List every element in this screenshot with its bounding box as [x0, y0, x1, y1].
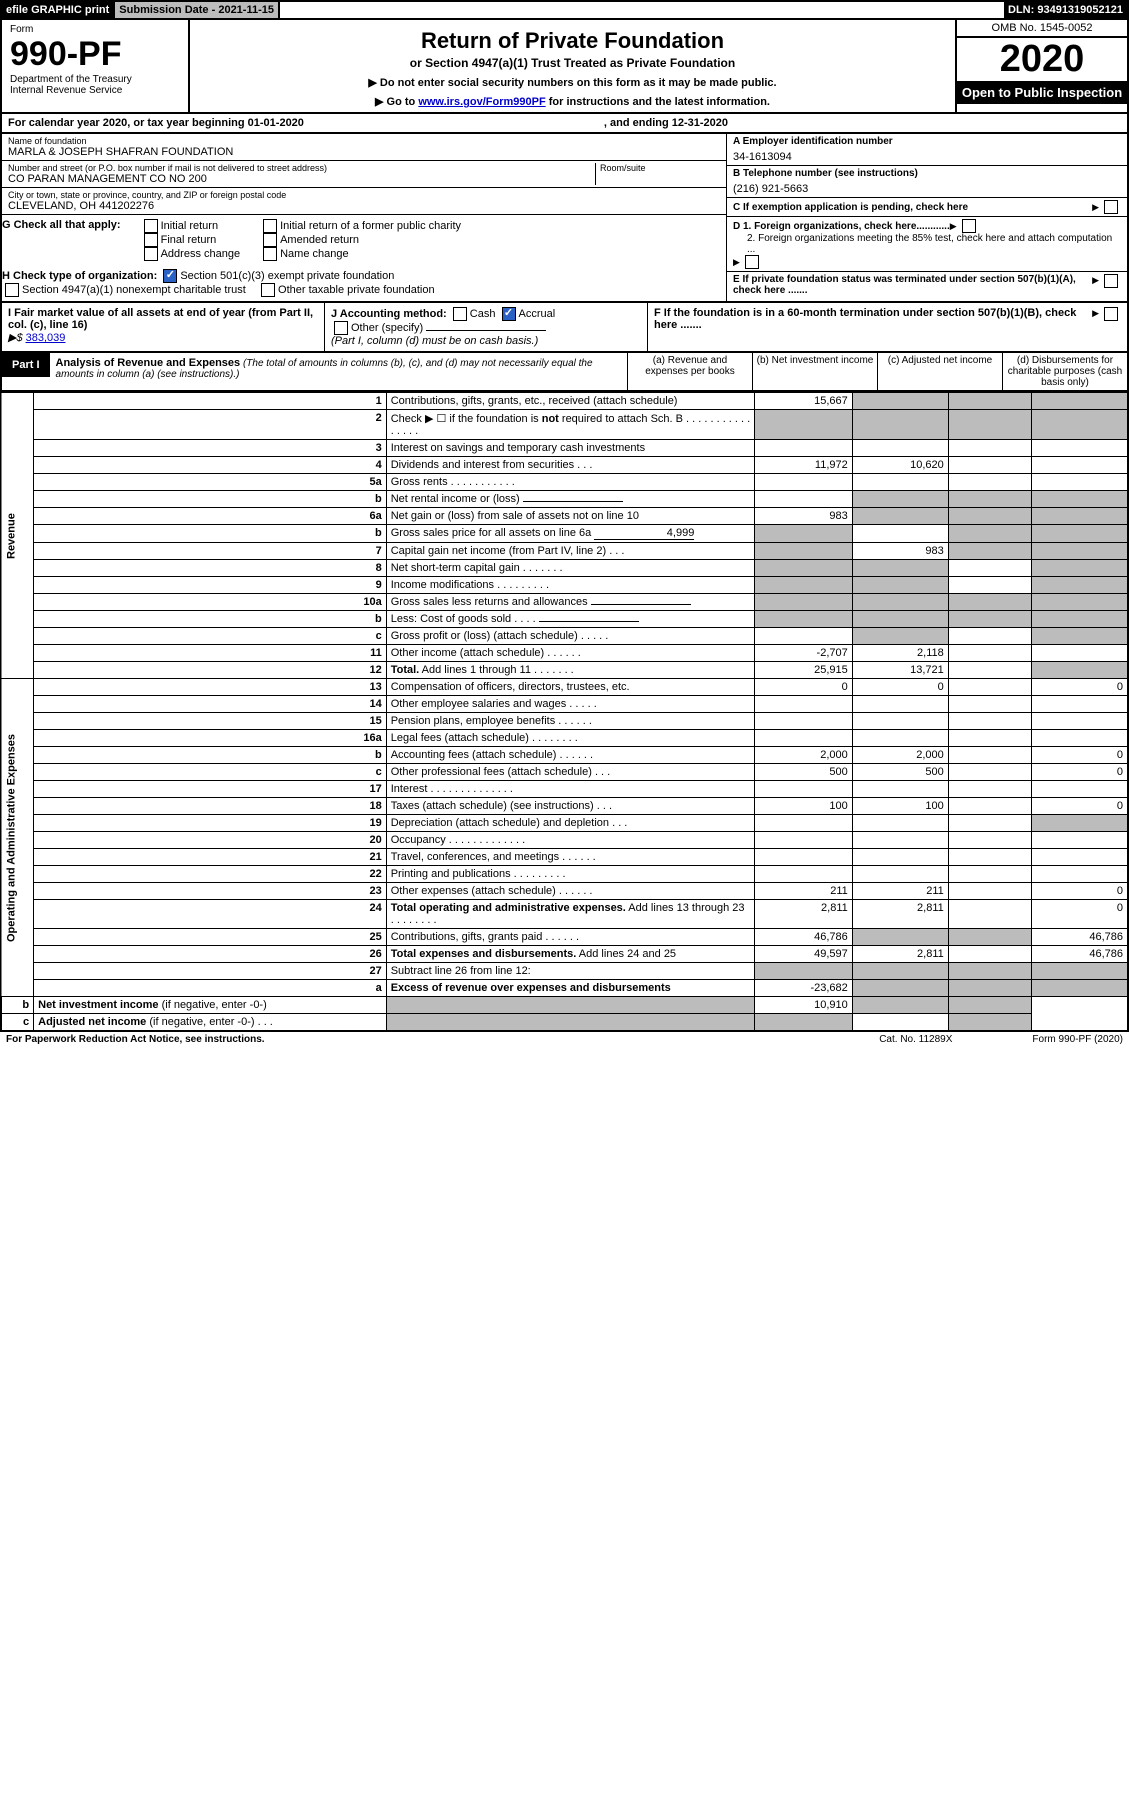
- table-row: 5aGross rents . . . . . . . . . . .: [1, 474, 1128, 491]
- identification-block: Name of foundation MARLA & JOSEPH SHAFRA…: [0, 134, 1129, 303]
- calendar-year-row: For calendar year 2020, or tax year begi…: [0, 114, 1129, 134]
- checkbox-cash[interactable]: [453, 307, 467, 321]
- table-row: 3Interest on savings and temporary cash …: [1, 440, 1128, 457]
- form-number: 990-PF: [10, 35, 180, 74]
- note-ssn: ▶ Do not enter social security numbers o…: [198, 76, 947, 89]
- checkbox-address[interactable]: [144, 247, 158, 261]
- part1-table: Revenue1Contributions, gifts, grants, et…: [0, 392, 1129, 1032]
- table-row: 9Income modifications . . . . . . . . .: [1, 577, 1128, 594]
- table-row: Operating and Administrative Expenses13C…: [1, 679, 1128, 696]
- table-row: 25Contributions, gifts, grants paid . . …: [1, 929, 1128, 946]
- table-row: 26Total expenses and disbursements. Add …: [1, 946, 1128, 963]
- table-row: 27Subtract line 26 from line 12:: [1, 963, 1128, 980]
- checkbox-amended[interactable]: [263, 233, 277, 247]
- table-row: 21Travel, conferences, and meetings . . …: [1, 849, 1128, 866]
- table-row: 7Capital gain net income (from Part IV, …: [1, 543, 1128, 560]
- address-cell: Number and street (or P.O. box number if…: [2, 161, 726, 188]
- topbar: efile GRAPHIC print Submission Date - 20…: [0, 0, 1129, 20]
- city-cell: City or town, state or province, country…: [2, 188, 726, 215]
- checkbox-c[interactable]: [1104, 200, 1118, 214]
- checkbox-final[interactable]: [144, 233, 158, 247]
- table-row: Revenue1Contributions, gifts, grants, et…: [1, 393, 1128, 410]
- j-section: J Accounting method: Cash Accrual Other …: [325, 303, 648, 351]
- foundation-name-cell: Name of foundation MARLA & JOSEPH SHAFRA…: [2, 134, 726, 161]
- h-section: H Check type of organization: Section 50…: [2, 265, 726, 301]
- table-row: bNet investment income (if negative, ent…: [1, 997, 1128, 1014]
- table-row: 17Interest . . . . . . . . . . . . . .: [1, 781, 1128, 798]
- table-row: 22Printing and publications . . . . . . …: [1, 866, 1128, 883]
- col-b: (b) Net investment income: [752, 353, 877, 390]
- col-d: (d) Disbursements for charitable purpose…: [1002, 353, 1127, 390]
- g-section: G Check all that apply: Initial return F…: [2, 215, 726, 265]
- table-row: 19Depreciation (attach schedule) and dep…: [1, 815, 1128, 832]
- checkbox-d2[interactable]: [745, 255, 759, 269]
- checkbox-e[interactable]: [1104, 274, 1118, 288]
- table-row: 15Pension plans, employee benefits . . .…: [1, 713, 1128, 730]
- checkbox-initial-former[interactable]: [263, 219, 277, 233]
- form-subtitle: or Section 4947(a)(1) Trust Treated as P…: [198, 56, 947, 70]
- table-row: cOther professional fees (attach schedul…: [1, 764, 1128, 781]
- part1-tab: Part I: [2, 353, 50, 377]
- i-section: I Fair market value of all assets at end…: [2, 303, 325, 351]
- table-row: 8Net short-term capital gain . . . . . .…: [1, 560, 1128, 577]
- submission-date: Submission Date - 2021-11-15: [115, 2, 280, 18]
- table-row: 2Check ▶ ☐ if the foundation is not requ…: [1, 410, 1128, 440]
- omb-number: OMB No. 1545-0052: [957, 20, 1127, 38]
- footer: For Paperwork Reduction Act Notice, see …: [0, 1032, 1129, 1047]
- table-row: 16aLegal fees (attach schedule) . . . . …: [1, 730, 1128, 747]
- ein: 34-1613094: [733, 151, 1121, 163]
- col-c: (c) Adjusted net income: [877, 353, 1002, 390]
- table-row: 12Total. Add lines 1 through 11 . . . . …: [1, 662, 1128, 679]
- table-row: 6aNet gain or (loss) from sale of assets…: [1, 508, 1128, 525]
- efile-print[interactable]: efile GRAPHIC print: [2, 2, 115, 18]
- table-row: 4Dividends and interest from securities …: [1, 457, 1128, 474]
- checkbox-name[interactable]: [263, 247, 277, 261]
- fmv-link[interactable]: 383,039: [26, 332, 66, 344]
- table-row: 23Other expenses (attach schedule) . . .…: [1, 883, 1128, 900]
- checkbox-other-method[interactable]: [334, 321, 348, 335]
- room-label: Room/suite: [600, 163, 720, 173]
- checkbox-f[interactable]: [1104, 307, 1118, 321]
- tax-year: 2020: [957, 38, 1127, 81]
- irs: Internal Revenue Service: [10, 85, 180, 96]
- table-row: 20Occupancy . . . . . . . . . . . . .: [1, 832, 1128, 849]
- table-row: bGross sales price for all assets on lin…: [1, 525, 1128, 543]
- phone: (216) 921-5663: [733, 183, 1121, 195]
- hij-row: I Fair market value of all assets at end…: [0, 303, 1129, 353]
- form990pf-link[interactable]: www.irs.gov/Form990PF: [418, 96, 545, 108]
- table-row: 24Total operating and administrative exp…: [1, 900, 1128, 929]
- table-row: bNet rental income or (loss): [1, 491, 1128, 508]
- table-row: bAccounting fees (attach schedule) . . .…: [1, 747, 1128, 764]
- revenue-label: Revenue: [1, 393, 34, 679]
- col-a: (a) Revenue and expenses per books: [627, 353, 752, 390]
- checkbox-4947[interactable]: [5, 283, 19, 297]
- table-row: 11Other income (attach schedule) . . . .…: [1, 645, 1128, 662]
- part1-header: Part I Analysis of Revenue and Expenses …: [0, 353, 1129, 392]
- table-row: aExcess of revenue over expenses and dis…: [1, 980, 1128, 997]
- checkbox-other-tax[interactable]: [261, 283, 275, 297]
- checkbox-initial[interactable]: [144, 219, 158, 233]
- note-link: ▶ Go to www.irs.gov/Form990PF for instru…: [198, 95, 947, 108]
- foundation-name: MARLA & JOSEPH SHAFRAN FOUNDATION: [8, 146, 720, 158]
- city: CLEVELAND, OH 441202276: [8, 200, 720, 212]
- dept: Department of the Treasury: [10, 74, 180, 85]
- table-row: 14Other employee salaries and wages . . …: [1, 696, 1128, 713]
- form-header: Form 990-PF Department of the Treasury I…: [0, 20, 1129, 114]
- table-row: cAdjusted net income (if negative, enter…: [1, 1014, 1128, 1032]
- expenses-label: Operating and Administrative Expenses: [1, 679, 34, 997]
- table-row: 10aGross sales less returns and allowanc…: [1, 594, 1128, 611]
- checkbox-accrual[interactable]: [502, 307, 516, 321]
- f-section: F If the foundation is in a 60-month ter…: [648, 303, 1127, 351]
- form-title: Return of Private Foundation: [198, 28, 947, 54]
- checkbox-d1[interactable]: [962, 219, 976, 233]
- checkbox-501c3[interactable]: [163, 269, 177, 283]
- table-row: bLess: Cost of goods sold . . . .: [1, 611, 1128, 628]
- open-public: Open to Public Inspection: [957, 81, 1127, 104]
- table-row: cGross profit or (loss) (attach schedule…: [1, 628, 1128, 645]
- dln: DLN: 93491319052121: [1004, 2, 1127, 18]
- table-row: 18Taxes (attach schedule) (see instructi…: [1, 798, 1128, 815]
- address: CO PARAN MANAGEMENT CO NO 200: [8, 173, 595, 185]
- form-label: Form: [10, 24, 180, 35]
